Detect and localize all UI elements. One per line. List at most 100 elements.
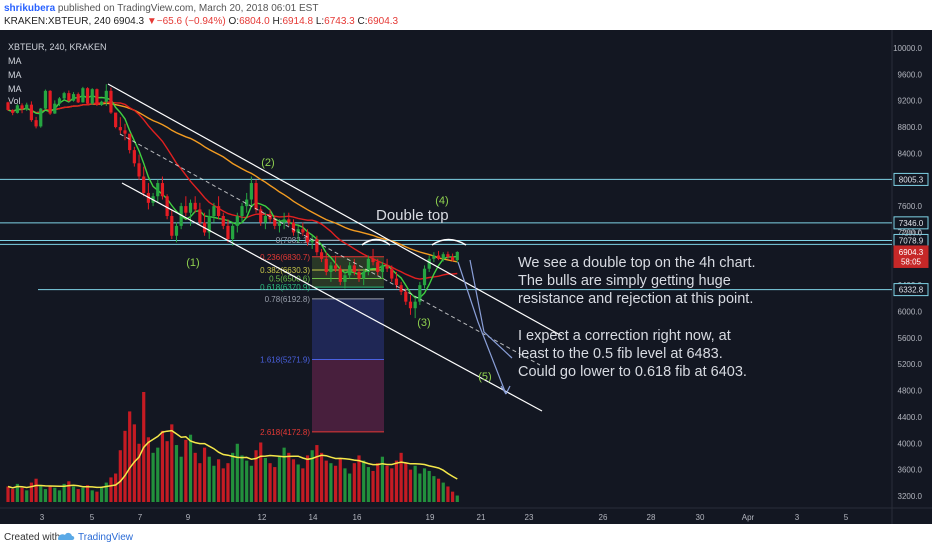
candle-body	[90, 89, 94, 104]
volume-bar	[263, 458, 267, 502]
indicator-volume[interactable]: Vol	[8, 96, 21, 106]
tradingview-link[interactable]: TradingView	[78, 532, 134, 543]
publication-header: shrikubera published on TradingView.com,…	[0, 0, 932, 30]
candle-body	[362, 272, 366, 279]
volume-bar	[57, 490, 62, 502]
volume-bar	[277, 456, 282, 502]
volume-bar	[137, 443, 141, 502]
volume-bar	[217, 459, 221, 502]
candle-body	[436, 255, 441, 259]
candle-body	[291, 222, 296, 233]
y-tick-label: 4400.0	[898, 413, 923, 422]
volume-bar	[15, 483, 19, 502]
volume-bar	[259, 442, 263, 502]
x-tick-label: 12	[258, 513, 267, 522]
candle-body	[441, 254, 445, 259]
volume-bar	[291, 459, 296, 502]
high-value: 6914.8	[282, 16, 314, 27]
volume-bar	[71, 486, 76, 502]
y-tick-label: 9600.0	[898, 70, 923, 79]
volume-bar	[385, 465, 389, 502]
volume-bar	[357, 455, 361, 502]
candle-body	[254, 183, 258, 210]
volume-bar	[114, 473, 118, 502]
volume-bar	[296, 464, 300, 502]
candle-body	[174, 225, 179, 236]
channel-upper-line	[107, 83, 563, 337]
x-tick-label: 16	[353, 513, 362, 522]
volume-bar	[81, 487, 85, 502]
x-tick-label: 26	[599, 513, 608, 522]
candle-body	[100, 101, 104, 105]
volume-bar	[422, 468, 427, 502]
candle-body	[282, 219, 286, 223]
x-tick-label: 3	[795, 513, 800, 522]
candle-body	[20, 105, 24, 110]
volume-bar	[249, 465, 253, 502]
candle-body	[371, 258, 375, 263]
volume-bar	[123, 430, 127, 502]
candle-body	[15, 105, 19, 113]
candle-body	[404, 291, 408, 302]
open-label: O:	[228, 16, 240, 27]
x-tick-label: 5	[844, 513, 849, 522]
indicator-ma-2[interactable]: MA	[8, 70, 22, 80]
fib-level-label: 0.618(6370.9)	[260, 283, 310, 292]
candle-body	[390, 268, 394, 279]
candle-body	[385, 265, 389, 269]
volume-bar	[338, 458, 342, 502]
candle-body	[315, 239, 319, 253]
x-tick-label: 3	[40, 513, 45, 522]
analysis-note-line: Could go lower to 0.618 fib at 6403.	[518, 364, 747, 380]
volume-bar	[221, 468, 225, 502]
candle-body	[53, 103, 57, 114]
down-triangle-icon: ▼	[146, 16, 157, 27]
price-chart[interactable]: 10000.09600.09200.08800.08400.08000.0760…	[0, 30, 932, 524]
fib-level-label: 0(7082.1)	[276, 236, 311, 245]
volume-bar	[352, 463, 356, 502]
chart-pane[interactable]: 10000.09600.09200.08800.08400.08000.0760…	[0, 30, 932, 524]
y-tick-label: 10000.0	[893, 44, 922, 53]
candle-body	[324, 258, 328, 272]
volume-bar	[202, 447, 207, 502]
candle-body	[165, 196, 169, 216]
candle-body	[114, 112, 118, 128]
volume-bar	[165, 441, 169, 502]
candle-body	[71, 94, 76, 101]
wave-label: (4)	[435, 195, 448, 207]
price-axis-label: 7200.0	[901, 230, 923, 237]
volume-bar	[240, 455, 244, 502]
volume-bar	[118, 450, 122, 502]
volume-bar	[380, 456, 384, 502]
analysis-note-line: least to the 0.5 fib level at 6483.	[518, 346, 723, 362]
candle-body	[240, 206, 244, 216]
candle-body	[221, 216, 225, 226]
candle-body	[366, 258, 370, 272]
author-link[interactable]: shrikubera	[4, 3, 56, 14]
footer: Created with TradingView	[0, 524, 932, 550]
volume-bar	[109, 477, 113, 502]
volume-bar	[231, 452, 235, 502]
volume-bar	[329, 463, 333, 502]
y-tick-label: 4000.0	[898, 439, 923, 448]
volume-bar	[413, 465, 417, 502]
volume-bar	[184, 439, 188, 502]
volume-bar	[427, 470, 431, 502]
candle-body	[432, 255, 436, 259]
projection-arrow	[469, 259, 513, 359]
volume-bar	[170, 424, 174, 502]
candle-body	[231, 225, 235, 240]
tradingview-logo-icon	[58, 532, 75, 540]
candle-body	[263, 216, 267, 223]
volume-bar	[441, 482, 445, 502]
candle-body	[160, 183, 165, 197]
volume-bar	[11, 489, 15, 502]
candle-body	[207, 216, 211, 233]
indicator-ma-3[interactable]: MA	[8, 84, 22, 94]
volume-bar	[455, 495, 459, 502]
candle-body	[301, 229, 305, 233]
price-axis-label-box	[893, 283, 929, 297]
indicator-ma-1[interactable]: MA	[8, 56, 22, 66]
candle-body	[357, 272, 361, 279]
candle-body	[259, 209, 263, 223]
